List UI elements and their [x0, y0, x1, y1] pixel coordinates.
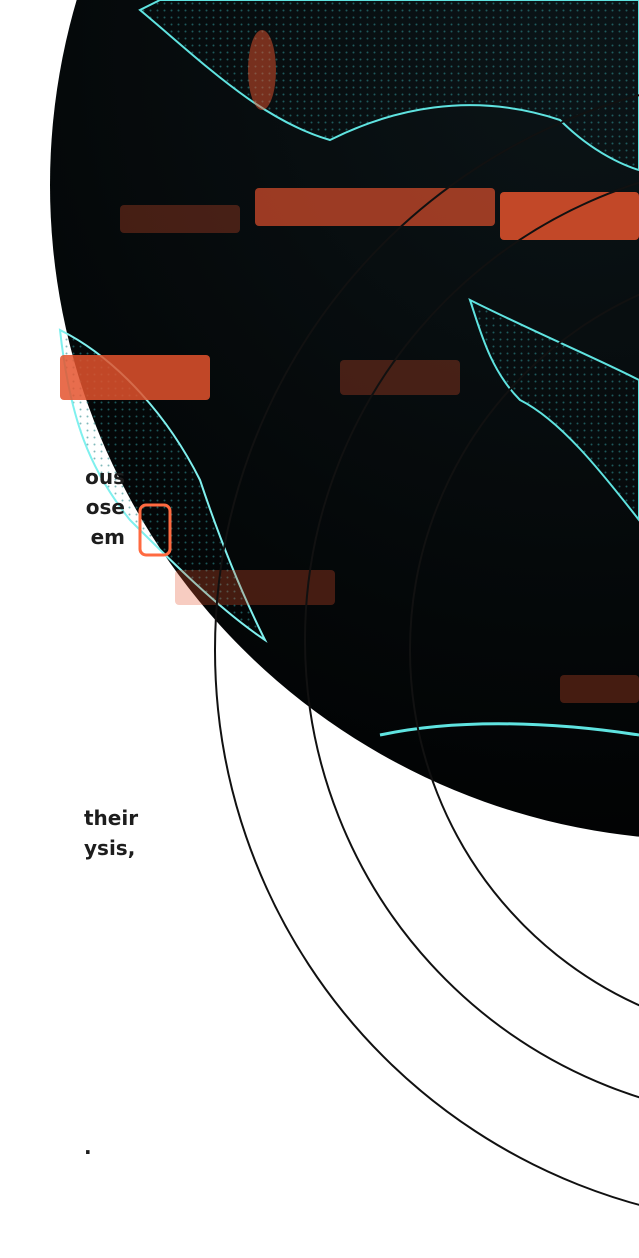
text-line: em — [90, 525, 125, 549]
text-line: ysis, — [84, 836, 136, 860]
text-block: . — [84, 1132, 92, 1162]
text-line: ose — [85, 495, 125, 519]
text-line: . — [84, 1135, 92, 1159]
globe — [50, 0, 639, 837]
decorative-arcs — [214, 94, 639, 1206]
text-block: ous ose em — [85, 462, 125, 552]
text-line: ous — [85, 465, 125, 489]
text-line: their — [84, 806, 139, 830]
text-block: their ysis, — [84, 803, 138, 863]
